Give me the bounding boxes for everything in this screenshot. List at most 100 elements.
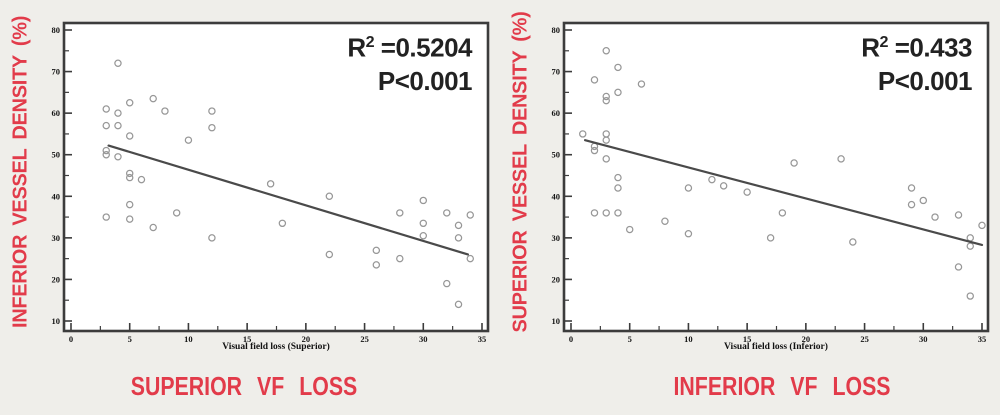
data-point	[125, 200, 134, 209]
y-tick-label: 50	[552, 150, 561, 160]
data-point	[684, 184, 693, 192]
x-tick-label: 25	[360, 334, 369, 344]
data-point	[454, 300, 463, 309]
data-point	[278, 219, 287, 228]
data-point	[125, 99, 134, 107]
y-tick-label: 80	[52, 25, 61, 35]
y-tick-label: 20	[552, 274, 561, 284]
data-point	[114, 153, 122, 161]
y-tick-label: 30	[552, 233, 561, 243]
data-point	[208, 123, 216, 132]
x-axis-label-right: Visual field loss (Inferior)	[724, 342, 828, 352]
p-value-line: P<0.001	[377, 65, 473, 96]
data-point	[602, 136, 610, 144]
data-point	[602, 96, 610, 105]
y-tick-label: 10	[52, 316, 61, 326]
caption-right: INFERIOR VF LOSS	[673, 371, 891, 401]
scatter-plot-right: 0 5 10 15 20 25 30 35 10 20 30 40 50 60 70 80	[552, 21, 990, 344]
scatter-plot-left: 0 5 10 15 20 25 30 35 10 20 30 40 50 60 70 80	[52, 21, 490, 344]
data-point	[919, 196, 928, 205]
data-point	[614, 88, 622, 97]
data-point	[684, 229, 693, 238]
data-point	[125, 173, 134, 182]
data-point	[325, 192, 334, 201]
data-point	[102, 146, 110, 155]
x-tick-label: 0	[69, 334, 73, 344]
data-point	[954, 263, 963, 271]
data-point	[614, 184, 622, 192]
data-point	[978, 221, 986, 230]
y-tick-label: 20	[52, 274, 61, 284]
x-tick-label: 5	[128, 334, 132, 344]
data-point	[954, 211, 963, 219]
data-point	[614, 63, 622, 72]
x-tick-label: 0	[569, 334, 573, 344]
data-point	[790, 159, 798, 167]
data-point	[102, 213, 110, 221]
y-tick-label: 70	[52, 67, 61, 77]
data-point	[602, 209, 610, 217]
data-point	[625, 225, 634, 234]
x-tick-label: 30	[419, 334, 428, 344]
x-tick-label: 15	[243, 334, 252, 344]
data-point	[114, 59, 122, 67]
y-tick-label: 60	[552, 108, 561, 118]
data-point	[443, 279, 451, 288]
data-point	[102, 121, 110, 130]
data-point	[579, 130, 587, 138]
stats-annotation-left: R2 =0.5204 P<0.001	[347, 26, 472, 98]
data-point	[325, 250, 334, 259]
data-point	[114, 109, 122, 117]
x-tick-label: 10	[184, 334, 193, 344]
data-point	[419, 232, 428, 240]
x-tick-label: 20	[302, 334, 311, 344]
x-tick-label: 5	[628, 334, 632, 344]
data-point	[966, 292, 974, 300]
data-point	[602, 92, 610, 101]
y-tick-label: 50	[52, 150, 61, 160]
x-tick-label: 25	[860, 334, 869, 344]
x-tick-label: 35	[978, 334, 987, 344]
data-point	[396, 209, 404, 217]
data-point	[637, 80, 646, 88]
data-point	[466, 254, 474, 263]
data-point	[614, 173, 622, 182]
data-point	[708, 175, 716, 184]
data-point	[907, 184, 916, 192]
regression-line	[107, 144, 470, 256]
data-point	[590, 146, 599, 155]
data-point	[602, 155, 610, 163]
panel-inferior-vf-loss: SUPERIOR VESSEL DENSITY (%) 0 5 10 15 20 25 30…	[500, 0, 1000, 415]
data-point	[419, 219, 428, 228]
data-point	[454, 234, 463, 242]
y-tick-label: 70	[552, 67, 561, 77]
data-point	[907, 200, 916, 209]
data-point	[125, 215, 134, 223]
data-point	[661, 217, 669, 225]
data-point	[443, 209, 451, 217]
stats-annotation-right: R2 =0.433 P<0.001	[861, 26, 972, 98]
data-point	[372, 246, 381, 255]
plot-frame	[62, 21, 490, 333]
data-point	[743, 188, 751, 196]
data-point	[125, 169, 134, 178]
data-point	[719, 182, 728, 190]
y-axis-label-right: SUPERIOR VESSEL DENSITY (%)	[509, 11, 532, 333]
data-point	[208, 107, 216, 115]
data-point	[849, 238, 857, 246]
data-point	[161, 107, 169, 115]
y-tick-label: 80	[552, 25, 561, 35]
data-point	[590, 209, 599, 217]
data-point	[137, 175, 146, 184]
data-point	[590, 76, 599, 84]
p-value-line: P<0.001	[877, 65, 973, 96]
regression-line	[583, 139, 984, 247]
x-tick-label: 15	[743, 334, 752, 344]
x-tick-label: 35	[478, 334, 487, 344]
data-point	[149, 223, 157, 232]
y-tick-label: 40	[552, 191, 561, 201]
data-point	[837, 155, 845, 163]
x-tick-label: 20	[802, 334, 811, 344]
panel-superior-vf-loss: INFERIOR VESSEL DENSITY (%) 0 5 10 15 20 25 30…	[10, 16, 490, 401]
r-squared-line: R2 =0.433	[861, 32, 972, 63]
